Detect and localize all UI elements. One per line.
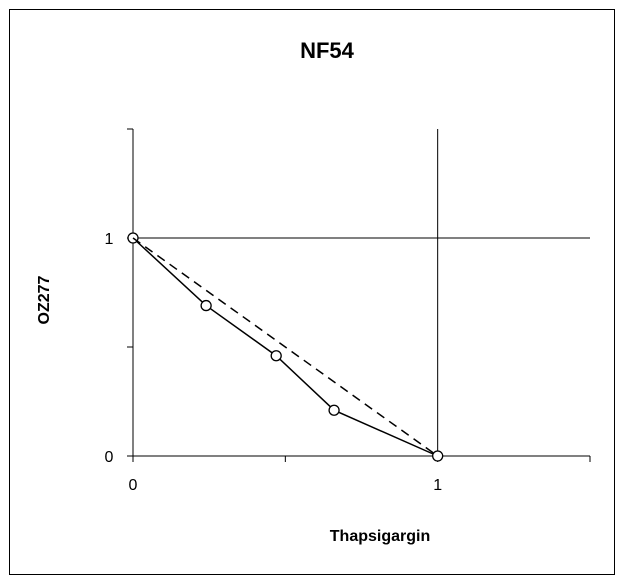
- chart-frame: [9, 9, 615, 575]
- plot-area: 0 1 0 1: [105, 128, 591, 494]
- y-tick-label-0: 0: [105, 449, 114, 466]
- series-0-point-4: [432, 450, 444, 462]
- series-1-line: [132, 237, 439, 457]
- x-tick-label-0: 0: [129, 477, 138, 494]
- series-0-point-2: [270, 350, 282, 362]
- x-tick-label-1: 1: [433, 477, 442, 494]
- y-tick-label-1: 1: [105, 231, 114, 248]
- series-0-point-1: [200, 299, 212, 312]
- y-axis-label: OZ277: [36, 275, 53, 324]
- x-axis-label: Thapsigargin: [330, 528, 430, 545]
- chart-title: NF54: [300, 38, 355, 63]
- series-0-point-3: [328, 404, 340, 416]
